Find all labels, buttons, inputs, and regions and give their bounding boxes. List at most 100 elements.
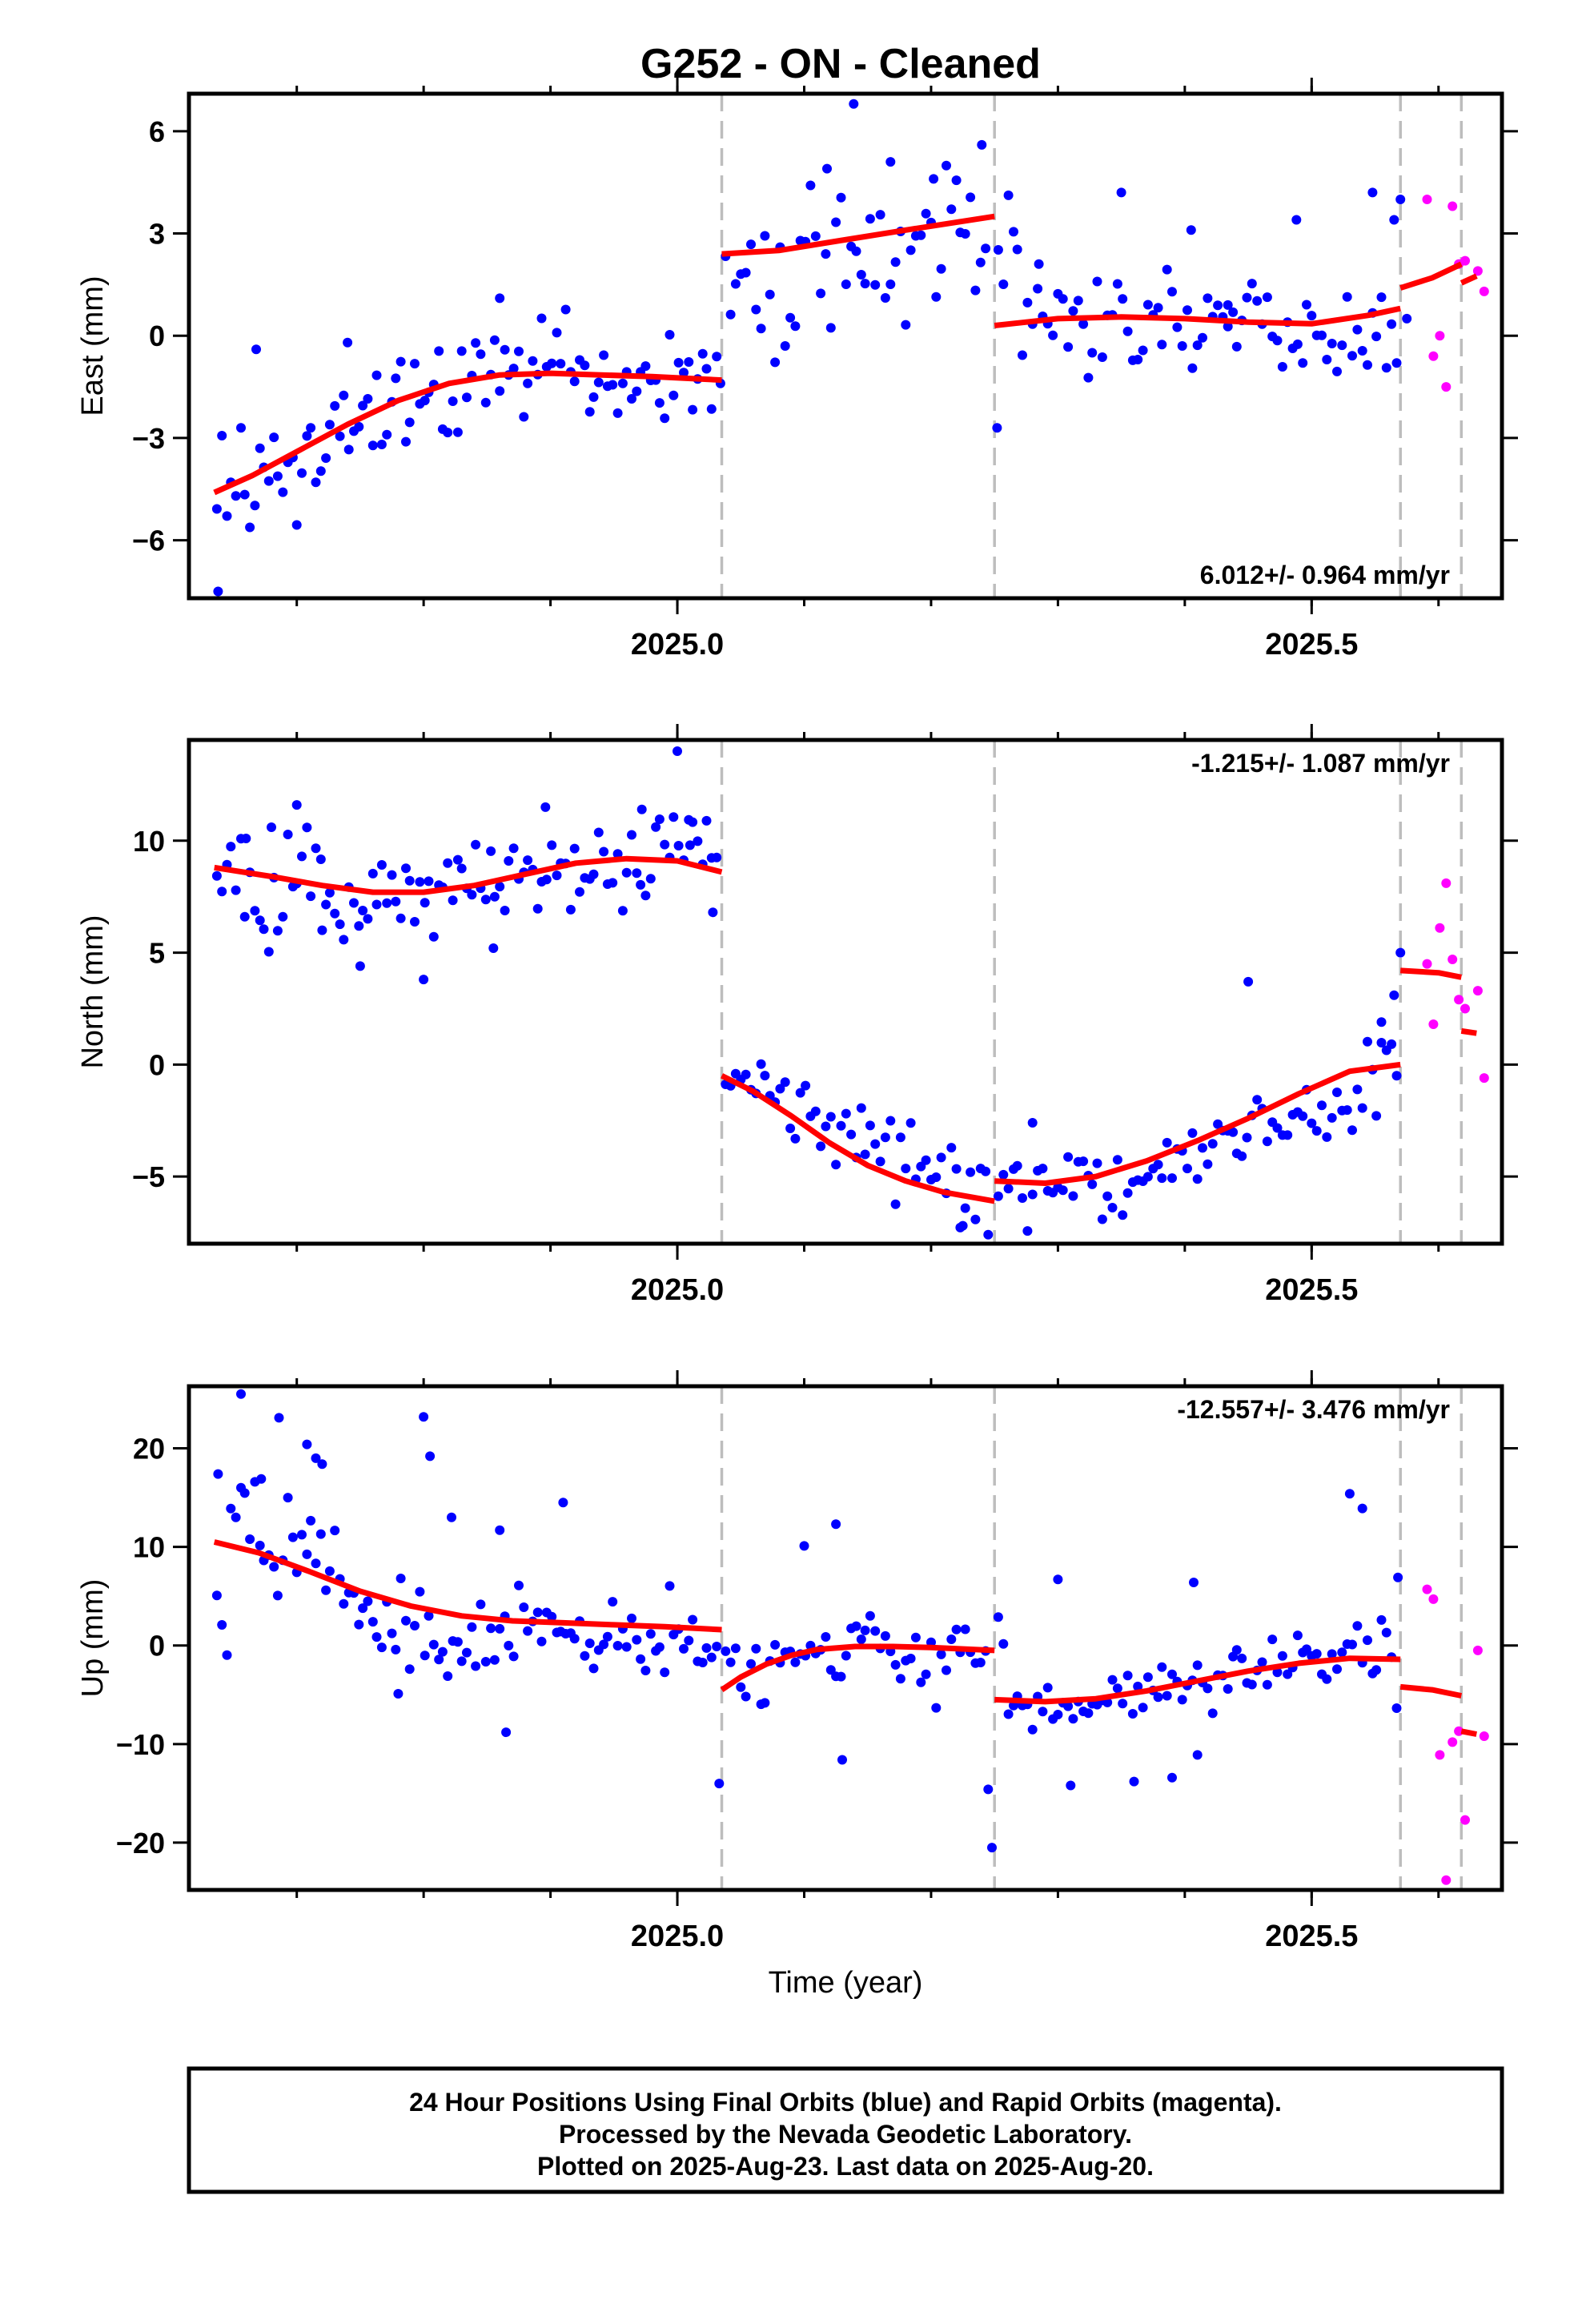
north-final-point [489, 891, 500, 902]
east-final-point [785, 312, 796, 323]
up-final-point [269, 1562, 279, 1572]
east-final-point [1058, 294, 1068, 304]
east-final-point [434, 346, 444, 356]
north-final-point [504, 856, 514, 866]
east-final-point [951, 175, 962, 186]
east-final-point [302, 431, 312, 441]
east-final_extra-point [822, 163, 832, 174]
north-final-point [612, 849, 623, 859]
north-final-point [1347, 1125, 1357, 1136]
north-final-point [1322, 1132, 1332, 1142]
east-final-point [1298, 358, 1308, 368]
north-y-tick-label: 5 [149, 937, 165, 970]
east-final-point [936, 263, 946, 274]
panels: 2025.0 2025.5 −6 −3 0 3 6 East (mm) 6.012+/- 0.9… [76, 78, 1518, 2000]
east-final-point [401, 436, 411, 447]
east-final-point [706, 404, 717, 414]
up-final-point [621, 1642, 632, 1652]
north-final-point [1357, 1103, 1367, 1113]
north-final-point [1327, 1112, 1337, 1123]
north-final-point [565, 904, 576, 915]
east-final-point [1228, 307, 1239, 317]
up-final-point [297, 1530, 307, 1540]
up-rapid-point [1422, 1584, 1432, 1594]
east-y-tick-label: −3 [132, 422, 165, 455]
north-final-point [627, 830, 636, 840]
up-final-point [1068, 1714, 1078, 1724]
east-final-point [998, 279, 1009, 289]
up-final-point [519, 1602, 529, 1612]
east-final-point [1092, 276, 1102, 287]
east-final-point [1003, 190, 1014, 200]
north-final-point [970, 1214, 981, 1224]
footer-line-3: Plotted on 2025-Aug-23. Last data on 202… [537, 2152, 1154, 2181]
up-final-point [1322, 1674, 1332, 1684]
east-final-point [1078, 319, 1089, 329]
north-final-point [1087, 1179, 1098, 1189]
up-final-point [741, 1691, 751, 1702]
east-fit-segment-2 [721, 213, 995, 257]
east-final-point [756, 324, 766, 334]
north-final-point [1092, 1158, 1102, 1168]
north-final_extra-point [355, 961, 365, 971]
east-final-point [890, 257, 901, 267]
east-final-point [335, 431, 345, 441]
north-final-point [1237, 1151, 1247, 1161]
panel-north: 2025.0 2025.5 −5 0 5 10 North (mm) -1.215+/- 1.… [76, 724, 1518, 1307]
up-fit-segment-3 [994, 1655, 1401, 1705]
up-final-point [1038, 1707, 1048, 1717]
north-final-point [354, 921, 364, 931]
north-final-point [1097, 1214, 1107, 1224]
up-final-point [391, 1644, 401, 1655]
north-final-point [651, 822, 661, 832]
east-final-point [790, 321, 801, 332]
up-final-point [580, 1651, 590, 1661]
up-final-point [1277, 1651, 1287, 1661]
up-final-point [1332, 1664, 1342, 1675]
up-final-point [367, 1617, 378, 1627]
north-y-tick-label: −5 [132, 1160, 165, 1193]
up-final-point [536, 1636, 547, 1647]
north-final-point [632, 868, 642, 879]
north-final-point [1003, 1184, 1014, 1194]
north-final-point [841, 1108, 851, 1119]
east-final-point [1142, 300, 1153, 310]
up-final-point [636, 1654, 646, 1664]
north-final-point [376, 860, 387, 870]
north-final-point [1376, 1038, 1387, 1047]
north-final-point [349, 898, 359, 908]
north-rapid-point [1447, 955, 1458, 964]
north-final-point [302, 822, 312, 833]
north-final-point [523, 855, 533, 866]
up-final-point [486, 1623, 496, 1634]
north-final-point [775, 1084, 785, 1094]
north-final-point [272, 926, 283, 936]
footer-line-2: Processed by the Nevada Geodetic Laborat… [559, 2120, 1132, 2149]
east-final-point [278, 487, 288, 497]
north-final-point [1157, 1173, 1167, 1184]
north-final-point [688, 817, 698, 827]
east-final-point [608, 380, 618, 390]
north-final-point [816, 1141, 826, 1152]
east-final-point [885, 279, 896, 289]
east-final-point [1371, 332, 1382, 342]
north-final_extra-point [1395, 947, 1406, 958]
north-final-point [946, 1143, 957, 1153]
east-final-point [751, 304, 761, 315]
east-rapid-point [1441, 382, 1452, 392]
east-final-point [673, 357, 684, 368]
east-final_extra-point [1116, 187, 1126, 198]
east-final-point [1332, 366, 1342, 376]
north-final-point [890, 1199, 901, 1209]
up-final-point [315, 1529, 326, 1539]
east-final-point [993, 245, 1003, 255]
north-final-point [599, 846, 609, 857]
east-rapid-point [1428, 351, 1439, 361]
north-final-point [936, 1152, 946, 1163]
east-final-point [741, 267, 751, 278]
north-final-point [1352, 1084, 1363, 1095]
north-final-point [1363, 1036, 1372, 1047]
up-rapid-point [1428, 1594, 1439, 1604]
north-fit-segment-5 [1460, 1027, 1477, 1036]
up-final-point [632, 1634, 642, 1645]
